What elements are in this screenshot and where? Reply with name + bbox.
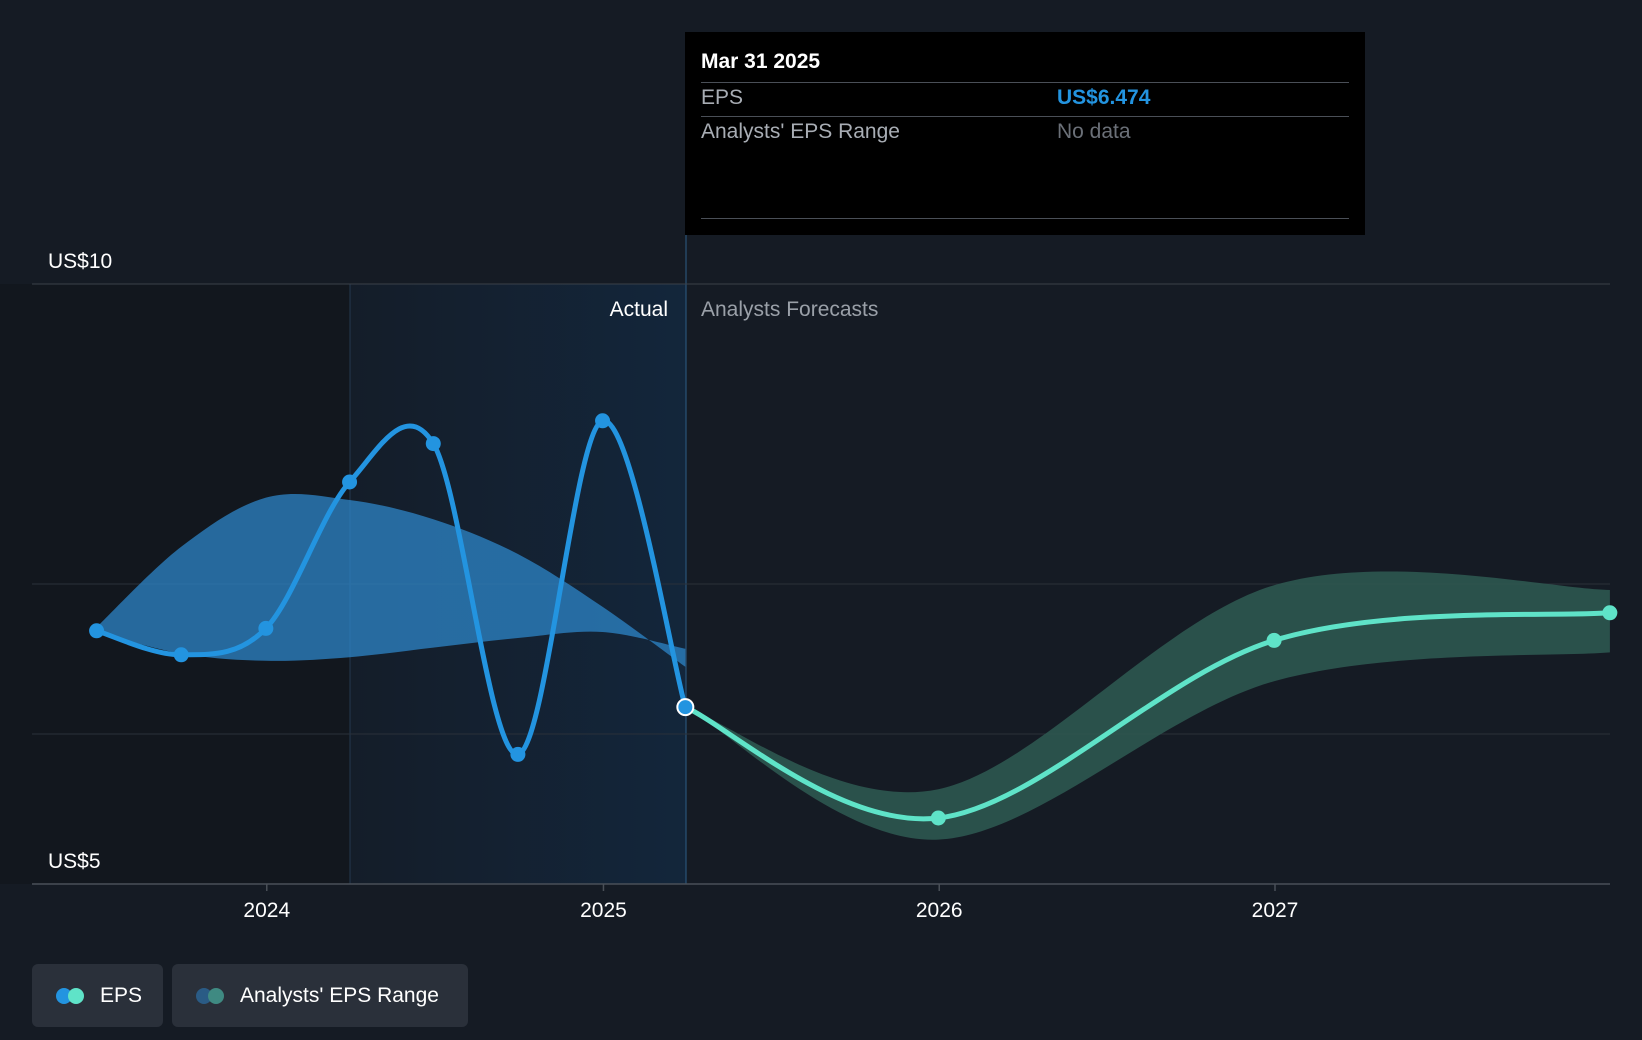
eps-line-forecast [682,610,1613,822]
eps-actual-point [89,623,105,639]
tooltip-range-value: No data [1057,120,1131,143]
y-axis-bottom-label: US$5 [48,850,101,873]
eps-range-legend-icon [196,987,226,1004]
eps-forecast-point [1602,605,1618,621]
tooltip-divider [701,218,1349,219]
x-axis-ticks: 2024 2025 2026 2027 [243,884,1298,922]
forecast-label: Analysts Forecasts [701,298,878,321]
eps-actual-point [173,647,189,663]
actual-label: Actual [610,298,668,321]
tooltip-divider [701,116,1349,117]
eps-forecast-point [930,810,946,826]
eps-points [89,413,1618,826]
legend-label: Analysts' EPS Range [240,983,439,1007]
legend-label: EPS [100,983,143,1007]
eps-actual-point [510,746,526,762]
eps-forecast-dot [68,987,84,1004]
eps-actual-point [258,620,274,636]
eps-actual-point [342,474,358,490]
tooltip-eps-value: US$6.474 [1057,86,1151,109]
tooltip-date: Mar 31 2025 [701,50,821,73]
eps-range-band-actual [96,493,686,667]
tooltip-divider [701,82,1349,83]
eps-actual-point [595,413,611,429]
x-tick-label: 2027 [1252,899,1299,922]
x-tick-label: 2026 [916,899,963,922]
y-axis-top-label: US$10 [48,250,112,273]
tooltip-eps-key: EPS [701,86,744,109]
range-forecast-dot [208,987,224,1004]
x-tick-label: 2025 [580,899,627,922]
eps-legend-icon [56,987,86,1004]
tooltip: Mar 31 2025 EPS US$6.474 Analysts' EPS R… [685,32,1365,235]
legend-item-eps[interactable]: EPS [32,964,163,1027]
legend-item-eps-range[interactable]: Analysts' EPS Range [172,964,468,1027]
eps-actual-point [676,698,695,717]
eps-actual-point [425,436,441,452]
x-tick-label: 2024 [243,899,290,922]
eps-forecast-point [1266,632,1282,648]
tooltip-range-key: Analysts' EPS Range [701,120,900,143]
